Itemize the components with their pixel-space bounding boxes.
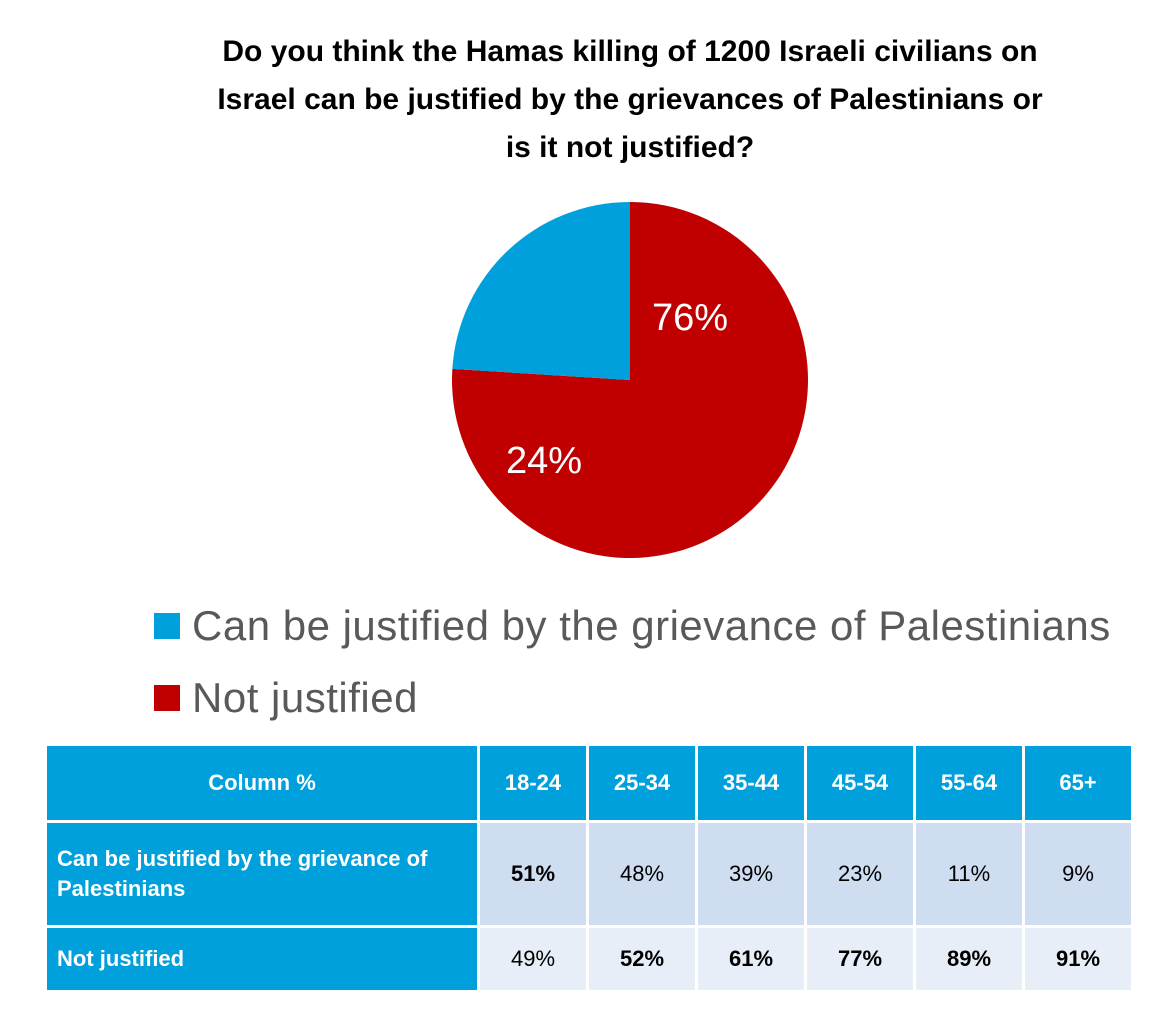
table-cell: 23% (807, 823, 913, 925)
table-header-age-55-64: 55-64 (916, 746, 1022, 820)
table-cell: 61% (698, 928, 804, 990)
table-cell: 52% (589, 928, 695, 990)
legend-label-not-justified: Not justified (192, 674, 418, 721)
table-cell: 48% (589, 823, 695, 925)
legend-item-not-justified: Not justified (154, 662, 1111, 734)
chart-title-line-3: is it not justified? (505, 131, 755, 164)
table-row-justified: Can be justified by the grievance of Pal… (47, 823, 1131, 925)
legend-swatch-justified (154, 613, 180, 639)
chart-title-line-1: Do you think the Hamas killing of 1200 I… (222, 35, 1038, 68)
table-cell: 9% (1025, 823, 1131, 925)
chart-title: Do you think the Hamas killing of 1200 I… (140, 28, 1120, 172)
legend-item-justified: Can be justified by the grievance of Pal… (154, 590, 1111, 662)
legend-swatch-not-justified (154, 685, 180, 711)
chart-title-line-2: Israel can be justified by the grievance… (217, 83, 1043, 116)
table-header-age-45-54: 45-54 (807, 746, 913, 820)
pie-label-not-justified: 76% (652, 297, 728, 339)
table-header-age-18-24: 18-24 (480, 746, 586, 820)
legend-label-justified: Can be justified by the grievance of Pal… (192, 602, 1111, 649)
age-breakdown-table: Column % 18-24 25-34 35-44 45-54 55-64 6… (44, 743, 1134, 993)
pie-chart: 76% 24% (451, 202, 808, 558)
table-cell: 77% (807, 928, 913, 990)
table-cell: 39% (698, 823, 804, 925)
table-header-age-65-plus: 65+ (1025, 746, 1131, 820)
pie-label-justified: 24% (506, 440, 582, 482)
table-cell: 51% (480, 823, 586, 925)
table-header-age-25-34: 25-34 (589, 746, 695, 820)
legend: Can be justified by the grievance of Pal… (154, 590, 1111, 734)
table-cell: 89% (916, 928, 1022, 990)
table-header-row: Column % 18-24 25-34 35-44 45-54 55-64 6… (47, 746, 1131, 820)
pie-slice-justified (452, 202, 630, 380)
table-cell: 49% (480, 928, 586, 990)
table-cell: 91% (1025, 928, 1131, 990)
table-header-column-pct: Column % (47, 746, 477, 820)
row-label-justified: Can be justified by the grievance of Pal… (47, 823, 477, 925)
pie-slice-not-justified (451, 202, 808, 558)
row-label-not-justified: Not justified (47, 928, 477, 990)
table-cell: 11% (916, 823, 1022, 925)
table-header-age-35-44: 35-44 (698, 746, 804, 820)
table-row-not-justified: Not justified 49% 52% 61% 77% 89% 91% (47, 928, 1131, 990)
